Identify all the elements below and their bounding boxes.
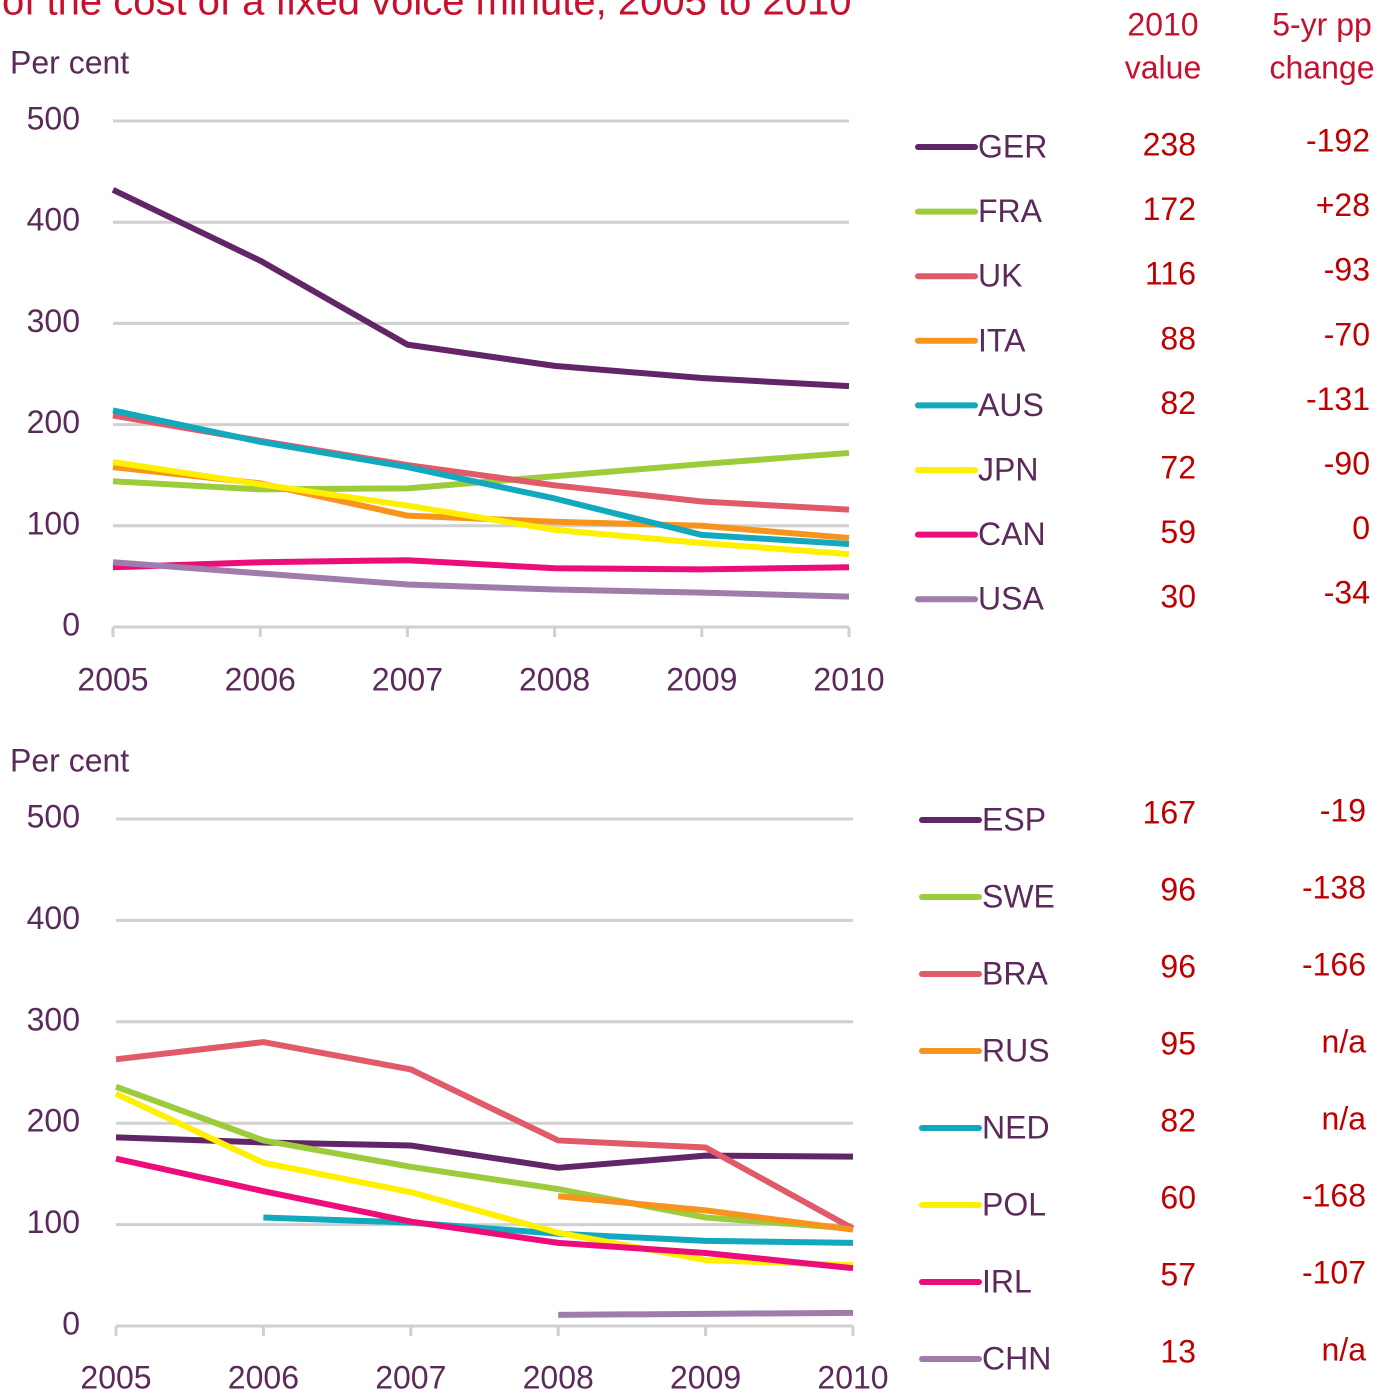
table-header: 2010 xyxy=(1127,6,1198,42)
y-tick-label: 0 xyxy=(62,1305,80,1341)
table-change: n/a xyxy=(1322,1331,1367,1367)
legend-label: FRA xyxy=(978,193,1043,229)
legend-label: UK xyxy=(978,258,1022,294)
table-change: -138 xyxy=(1302,869,1366,905)
x-tick-label: 2009 xyxy=(670,1359,741,1395)
series-line xyxy=(115,1155,854,1272)
legend-label: USA xyxy=(978,581,1044,617)
y-tick-label: 100 xyxy=(27,505,80,541)
legend-label: ESP xyxy=(982,801,1046,837)
table-value: 72 xyxy=(1160,449,1196,485)
legend-label: CHN xyxy=(982,1340,1051,1376)
legend-label: JPN xyxy=(978,451,1038,487)
chart-title: of the cost of a fixed voice minute, 200… xyxy=(2,0,851,24)
x-tick-label: 2010 xyxy=(813,661,884,697)
y-tick-label: 500 xyxy=(27,798,80,834)
series-line xyxy=(115,1134,854,1171)
table-value: 13 xyxy=(1160,1333,1196,1369)
y-tick-label: 100 xyxy=(27,1204,80,1240)
table-change: -166 xyxy=(1302,946,1366,982)
table-value: 88 xyxy=(1160,320,1196,356)
table-value: 96 xyxy=(1160,871,1196,907)
table-value: 59 xyxy=(1160,514,1196,550)
series-line xyxy=(111,187,850,390)
x-tick-label: 2008 xyxy=(519,661,590,697)
x-tick-label: 2009 xyxy=(666,661,737,697)
legend-label: BRA xyxy=(982,955,1048,991)
legend-label: IRL xyxy=(982,1263,1032,1299)
y-tick-label: 200 xyxy=(27,404,80,440)
table-change: n/a xyxy=(1322,1100,1367,1136)
x-tick-label: 2007 xyxy=(375,1359,446,1395)
table-header: 5-yr pp xyxy=(1272,6,1372,42)
series-line xyxy=(112,559,850,600)
table-value: 82 xyxy=(1160,385,1196,421)
table-header: change xyxy=(1270,49,1375,85)
y-tick-label: 500 xyxy=(27,100,80,136)
x-tick-label: 2005 xyxy=(80,1359,151,1395)
x-tick-label: 2008 xyxy=(523,1359,594,1395)
legend-label: RUS xyxy=(982,1032,1050,1068)
series-line xyxy=(115,1039,855,1232)
y-axis-label: Per cent xyxy=(10,742,129,778)
x-tick-label: 2006 xyxy=(228,1359,299,1395)
y-axis-label: Per cent xyxy=(10,44,129,80)
y-tick-label: 400 xyxy=(27,900,80,936)
series-line xyxy=(114,1083,854,1232)
table-value: 57 xyxy=(1160,1256,1196,1292)
series-line xyxy=(112,557,850,573)
table-header: value xyxy=(1125,49,1202,85)
y-tick-label: 0 xyxy=(62,606,80,642)
series-line xyxy=(557,1193,854,1233)
table-value: 116 xyxy=(1145,256,1196,292)
legend-label: NED xyxy=(982,1109,1050,1145)
y-tick-label: 400 xyxy=(27,202,80,238)
legend-label: SWE xyxy=(982,878,1055,914)
table-change: -107 xyxy=(1302,1254,1366,1290)
table-value: 167 xyxy=(1143,794,1196,830)
table-change: -90 xyxy=(1324,445,1370,481)
table-change: n/a xyxy=(1322,1023,1367,1059)
series-line xyxy=(112,407,850,548)
series-line xyxy=(112,459,850,558)
table-change: -93 xyxy=(1324,252,1370,288)
table-change: +28 xyxy=(1316,187,1370,223)
table-value: 82 xyxy=(1160,1102,1196,1138)
table-value: 238 xyxy=(1143,126,1196,162)
y-tick-label: 300 xyxy=(27,303,80,339)
table-change: -34 xyxy=(1324,575,1370,611)
x-tick-label: 2010 xyxy=(817,1359,888,1395)
table-change: -168 xyxy=(1302,1177,1366,1213)
legend-label: AUS xyxy=(978,387,1044,423)
legend-label: CAN xyxy=(978,516,1046,552)
legend-label: GER xyxy=(978,128,1047,164)
table-value: 96 xyxy=(1160,948,1196,984)
table-change: 0 xyxy=(1352,510,1370,546)
table-change: -70 xyxy=(1324,316,1370,352)
legend-label: ITA xyxy=(978,322,1026,358)
table-change: -131 xyxy=(1306,381,1370,417)
y-tick-label: 300 xyxy=(27,1001,80,1037)
table-change: -192 xyxy=(1306,122,1370,158)
table-value: 60 xyxy=(1160,1179,1196,1215)
x-tick-label: 2005 xyxy=(77,661,148,697)
x-tick-label: 2006 xyxy=(225,661,296,697)
table-change: -19 xyxy=(1320,792,1366,828)
series-line xyxy=(114,1091,854,1269)
series-line xyxy=(558,1309,854,1318)
table-value: 95 xyxy=(1160,1025,1196,1061)
legend-label: POL xyxy=(982,1186,1046,1222)
y-tick-label: 200 xyxy=(27,1103,80,1139)
table-value: 172 xyxy=(1143,191,1196,227)
x-tick-label: 2007 xyxy=(372,661,443,697)
table-value: 30 xyxy=(1160,579,1196,615)
